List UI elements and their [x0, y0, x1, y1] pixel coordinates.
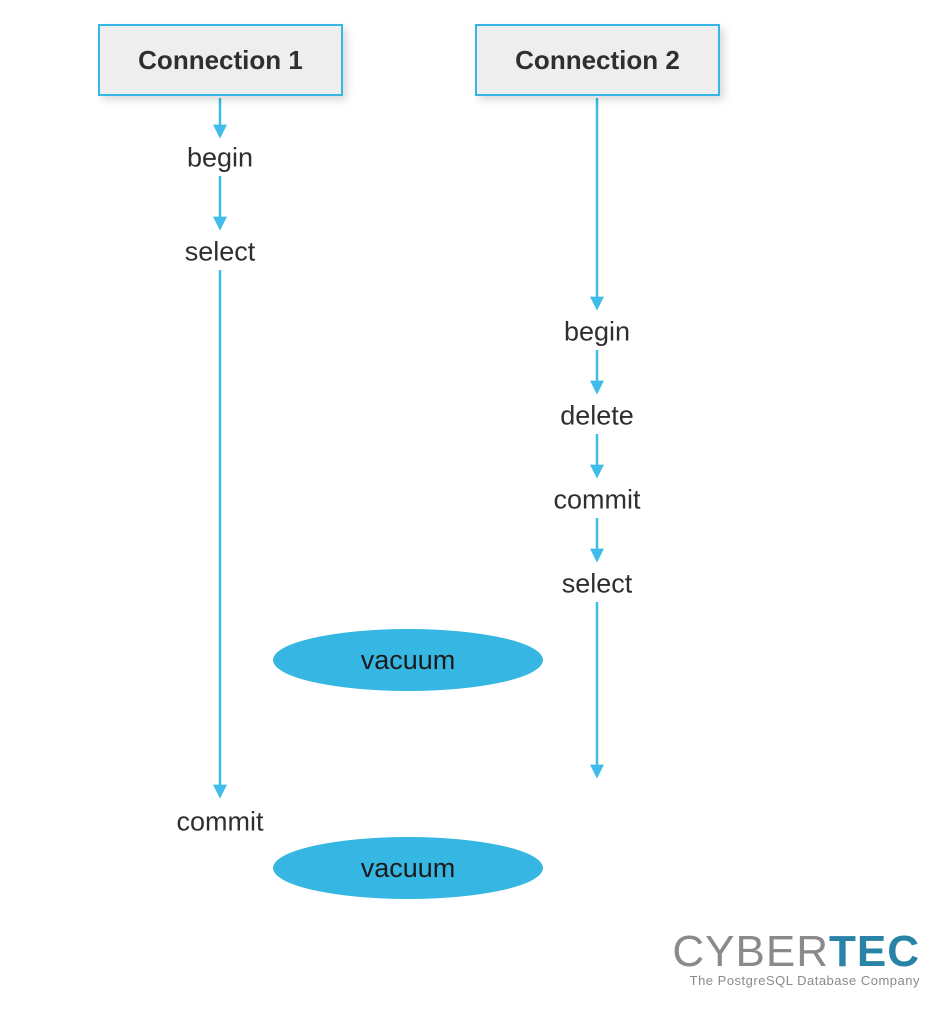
logo-tagline: The PostgreSQL Database Company — [672, 974, 920, 987]
step-commit: commit — [554, 485, 641, 516]
step-select: select — [185, 237, 256, 268]
logo-tec: TEC — [829, 927, 920, 976]
vacuum-ellipse: vacuum — [273, 629, 543, 691]
logo-cyber: CYBER — [672, 927, 829, 976]
vacuum-ellipse: vacuum — [273, 837, 543, 899]
cybertec-logo: CYBERTECThe PostgreSQL Database Company — [672, 930, 920, 987]
step-begin: begin — [187, 143, 253, 174]
step-select: select — [562, 569, 633, 600]
step-commit: commit — [177, 807, 264, 838]
step-delete: delete — [560, 401, 634, 432]
connection-header-conn2: Connection 2 — [475, 24, 720, 96]
step-begin: begin — [564, 317, 630, 348]
connection-header-label: Connection 2 — [515, 45, 680, 76]
connection-header-conn1: Connection 1 — [98, 24, 343, 96]
vacuum-label: vacuum — [361, 645, 456, 676]
connection-header-label: Connection 1 — [138, 45, 303, 76]
vacuum-label: vacuum — [361, 853, 456, 884]
